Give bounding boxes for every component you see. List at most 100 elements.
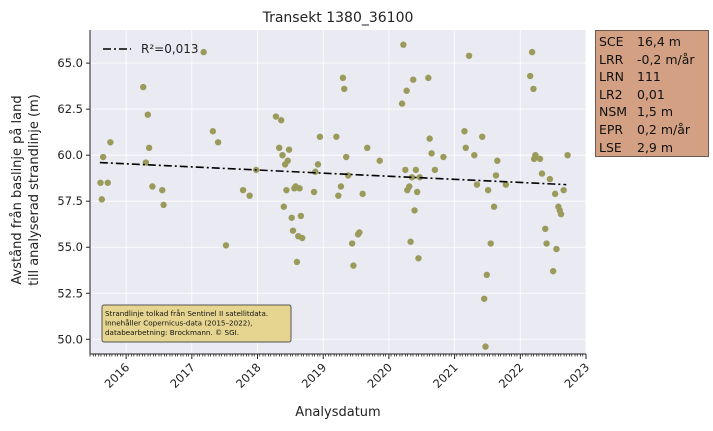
data-point bbox=[339, 74, 347, 82]
data-point bbox=[543, 240, 550, 247]
data-point bbox=[560, 186, 567, 194]
data-point bbox=[551, 190, 559, 198]
data-point bbox=[285, 146, 293, 153]
data-point bbox=[279, 151, 286, 159]
data-point bbox=[312, 168, 319, 175]
y-tick-label: 52.5 bbox=[57, 286, 83, 300]
data-point bbox=[359, 190, 366, 198]
y-axis-title-line2: till analyserad strandlinje (m) bbox=[27, 94, 42, 286]
stat-key: NSM bbox=[599, 104, 628, 120]
data-point bbox=[479, 133, 486, 140]
data-point bbox=[408, 174, 416, 181]
data-point bbox=[272, 113, 280, 120]
stat-value: 0,01 bbox=[637, 86, 665, 102]
y-tick-label: 57.5 bbox=[57, 194, 83, 208]
data-point bbox=[528, 48, 536, 56]
data-point bbox=[461, 128, 468, 135]
x-tick-label: 2017 bbox=[167, 360, 198, 391]
data-point bbox=[376, 157, 383, 164]
data-point bbox=[107, 139, 114, 146]
data-point bbox=[431, 166, 439, 174]
stat-value: 0,2 m/år bbox=[637, 121, 691, 137]
trend-line bbox=[99, 161, 567, 186]
data-point bbox=[356, 229, 363, 236]
data-point bbox=[344, 172, 352, 179]
data-point bbox=[314, 161, 322, 168]
data-point bbox=[526, 72, 534, 80]
x-tick-label: 2016 bbox=[102, 360, 133, 391]
data-point bbox=[140, 83, 147, 91]
stat-row-nsm: NSM 1,5 m bbox=[599, 103, 708, 121]
y-tick-label: 50.0 bbox=[57, 332, 83, 346]
stat-row-epr: EPR 0,2 m/år bbox=[599, 121, 708, 139]
data-point bbox=[288, 214, 295, 221]
data-point bbox=[350, 262, 357, 269]
data-point bbox=[480, 295, 488, 302]
data-point bbox=[280, 203, 288, 210]
data-point bbox=[502, 181, 510, 188]
data-point bbox=[465, 52, 473, 59]
stat-key: LR2 bbox=[599, 86, 623, 102]
data-point bbox=[402, 166, 409, 174]
data-point bbox=[277, 117, 285, 124]
data-point bbox=[406, 183, 413, 190]
data-point bbox=[564, 151, 571, 159]
data-point bbox=[490, 203, 498, 210]
data-point bbox=[284, 157, 291, 164]
chart-title: Transekt 1380_36100 bbox=[262, 10, 414, 26]
x-tick-label: 2021 bbox=[430, 360, 461, 391]
data-point bbox=[415, 255, 422, 262]
data-point bbox=[413, 188, 421, 196]
data-point bbox=[145, 144, 153, 152]
data-point bbox=[239, 186, 247, 194]
data-point bbox=[412, 166, 420, 174]
data-point bbox=[483, 271, 490, 279]
data-point bbox=[440, 153, 447, 161]
stat-key: LRR bbox=[599, 51, 624, 67]
stat-row-lr2: LR2 0,01 bbox=[599, 86, 708, 104]
credit-text-line: databearbetning: Brockmann. © SGI. bbox=[105, 328, 239, 337]
stat-key: LSE bbox=[599, 139, 622, 155]
data-point bbox=[293, 258, 301, 266]
credit-box bbox=[101, 304, 292, 343]
y-tick-label: 65.0 bbox=[57, 56, 83, 70]
stat-value: 111 bbox=[637, 69, 661, 85]
stat-value: 1,5 m bbox=[637, 104, 674, 120]
data-point bbox=[425, 74, 432, 82]
data-point bbox=[553, 245, 560, 253]
x-tick-label: 2022 bbox=[496, 360, 527, 391]
data-point bbox=[144, 111, 152, 118]
data-point bbox=[487, 240, 494, 247]
x-tick-label: 2020 bbox=[364, 360, 395, 391]
credit-text-line: Innehåller Copernicus-data (2015–2022), bbox=[105, 319, 252, 328]
data-point bbox=[398, 100, 406, 107]
data-point bbox=[200, 48, 207, 56]
x-axis-title: Analysdatum bbox=[295, 405, 380, 420]
data-point bbox=[530, 85, 537, 93]
data-point bbox=[310, 188, 318, 196]
stat-key: SCE bbox=[599, 34, 624, 49]
data-point bbox=[99, 153, 107, 161]
statistics-box: SCE 16,4 m LRR -0,2 m/år LRN 111 LR2 0,01 NSM 1,5… bbox=[595, 30, 709, 157]
data-point bbox=[471, 151, 478, 159]
x-tick-label: 2023 bbox=[562, 360, 593, 391]
data-point bbox=[222, 242, 230, 249]
data-point bbox=[97, 179, 104, 186]
data-point bbox=[104, 179, 111, 186]
stat-row-lrn: LRN 111 bbox=[599, 68, 708, 86]
data-point bbox=[246, 192, 253, 199]
data-point bbox=[494, 157, 501, 164]
data-point bbox=[316, 133, 324, 140]
data-point bbox=[337, 183, 345, 190]
stat-key: EPR bbox=[599, 121, 624, 137]
data-point bbox=[214, 139, 222, 146]
data-point bbox=[160, 201, 167, 209]
credit-text-line: Strandlinje tolkad från Sentinel II sate… bbox=[105, 309, 268, 318]
legend-label: R²=0,013 bbox=[141, 42, 199, 56]
data-point bbox=[557, 210, 565, 218]
x-tick-label: 2018 bbox=[233, 360, 264, 391]
data-point bbox=[473, 181, 481, 188]
data-point bbox=[149, 183, 156, 190]
data-point bbox=[428, 150, 435, 157]
